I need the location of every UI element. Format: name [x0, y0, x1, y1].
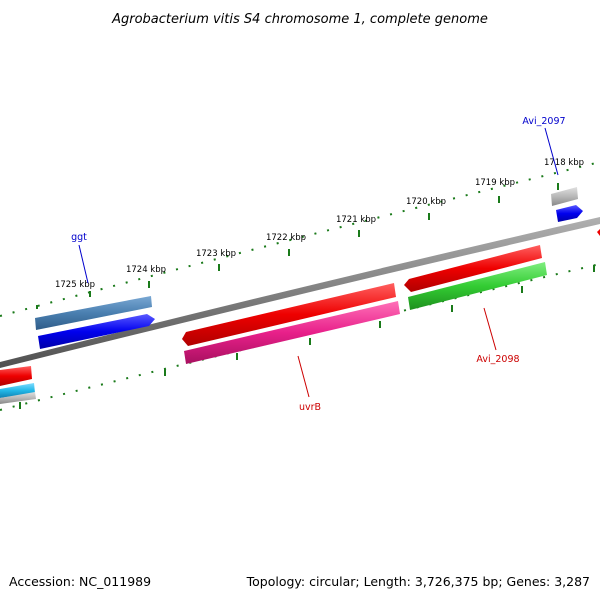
inner-tick-ring: [0, 263, 600, 411]
cds-avi2097-arrow[interactable]: [556, 205, 583, 222]
outer-tick-ring: [0, 161, 600, 317]
gene-ggt-bar[interactable]: [35, 296, 152, 330]
tick-label: 1723 kbp: [196, 249, 236, 259]
leader-line-ggt: [78, 244, 89, 284]
cds-right-edge-mark: [597, 229, 600, 236]
tick-label: 1724 kbp: [126, 265, 166, 275]
genome-backbone: [0, 217, 600, 368]
tick-label: 1719 kbp: [475, 178, 515, 188]
gene-label-avi2098[interactable]: Avi_2098: [476, 354, 519, 365]
gene-label-ggt[interactable]: ggt: [71, 232, 87, 243]
leader-line-avi2098: [483, 307, 497, 351]
kbp-labels: 1718 kbp 1719 kbp 1720 kbp 1721 kbp 1722…: [55, 158, 584, 290]
leader-line-uvrb: [297, 355, 310, 398]
cds-uvrb-arrow[interactable]: [182, 283, 396, 346]
gene-avi2097-bar[interactable]: [551, 187, 578, 206]
gene-uvrb-bar[interactable]: [184, 301, 400, 364]
cds-avi2098-arrow[interactable]: [404, 245, 542, 292]
map-title: Agrobacterium vitis S4 chromosome 1, com…: [111, 12, 488, 27]
tick-label: 1722 kbp: [266, 233, 306, 243]
tick-label: 1725 kbp: [55, 280, 95, 290]
cds-ggt-arrow[interactable]: [38, 314, 155, 349]
cds-left-red[interactable]: [0, 366, 32, 386]
gene-avi2098-bar[interactable]: [408, 262, 547, 310]
leader-line-avi2097: [544, 127, 559, 176]
tick-label: 1721 kbp: [336, 215, 376, 225]
tick-label: 1718 kbp: [544, 158, 584, 168]
genome-summary-text: Topology: circular; Length: 3,726,375 bp…: [246, 574, 590, 589]
tick-label: 1720 kbp: [406, 197, 446, 207]
gene-left-gray[interactable]: [0, 392, 36, 404]
gene-label-avi2097[interactable]: Avi_2097: [522, 116, 565, 127]
accession-text: Accession: NC_011989: [9, 574, 151, 589]
gene-label-uvrb[interactable]: uvrB: [299, 402, 321, 413]
